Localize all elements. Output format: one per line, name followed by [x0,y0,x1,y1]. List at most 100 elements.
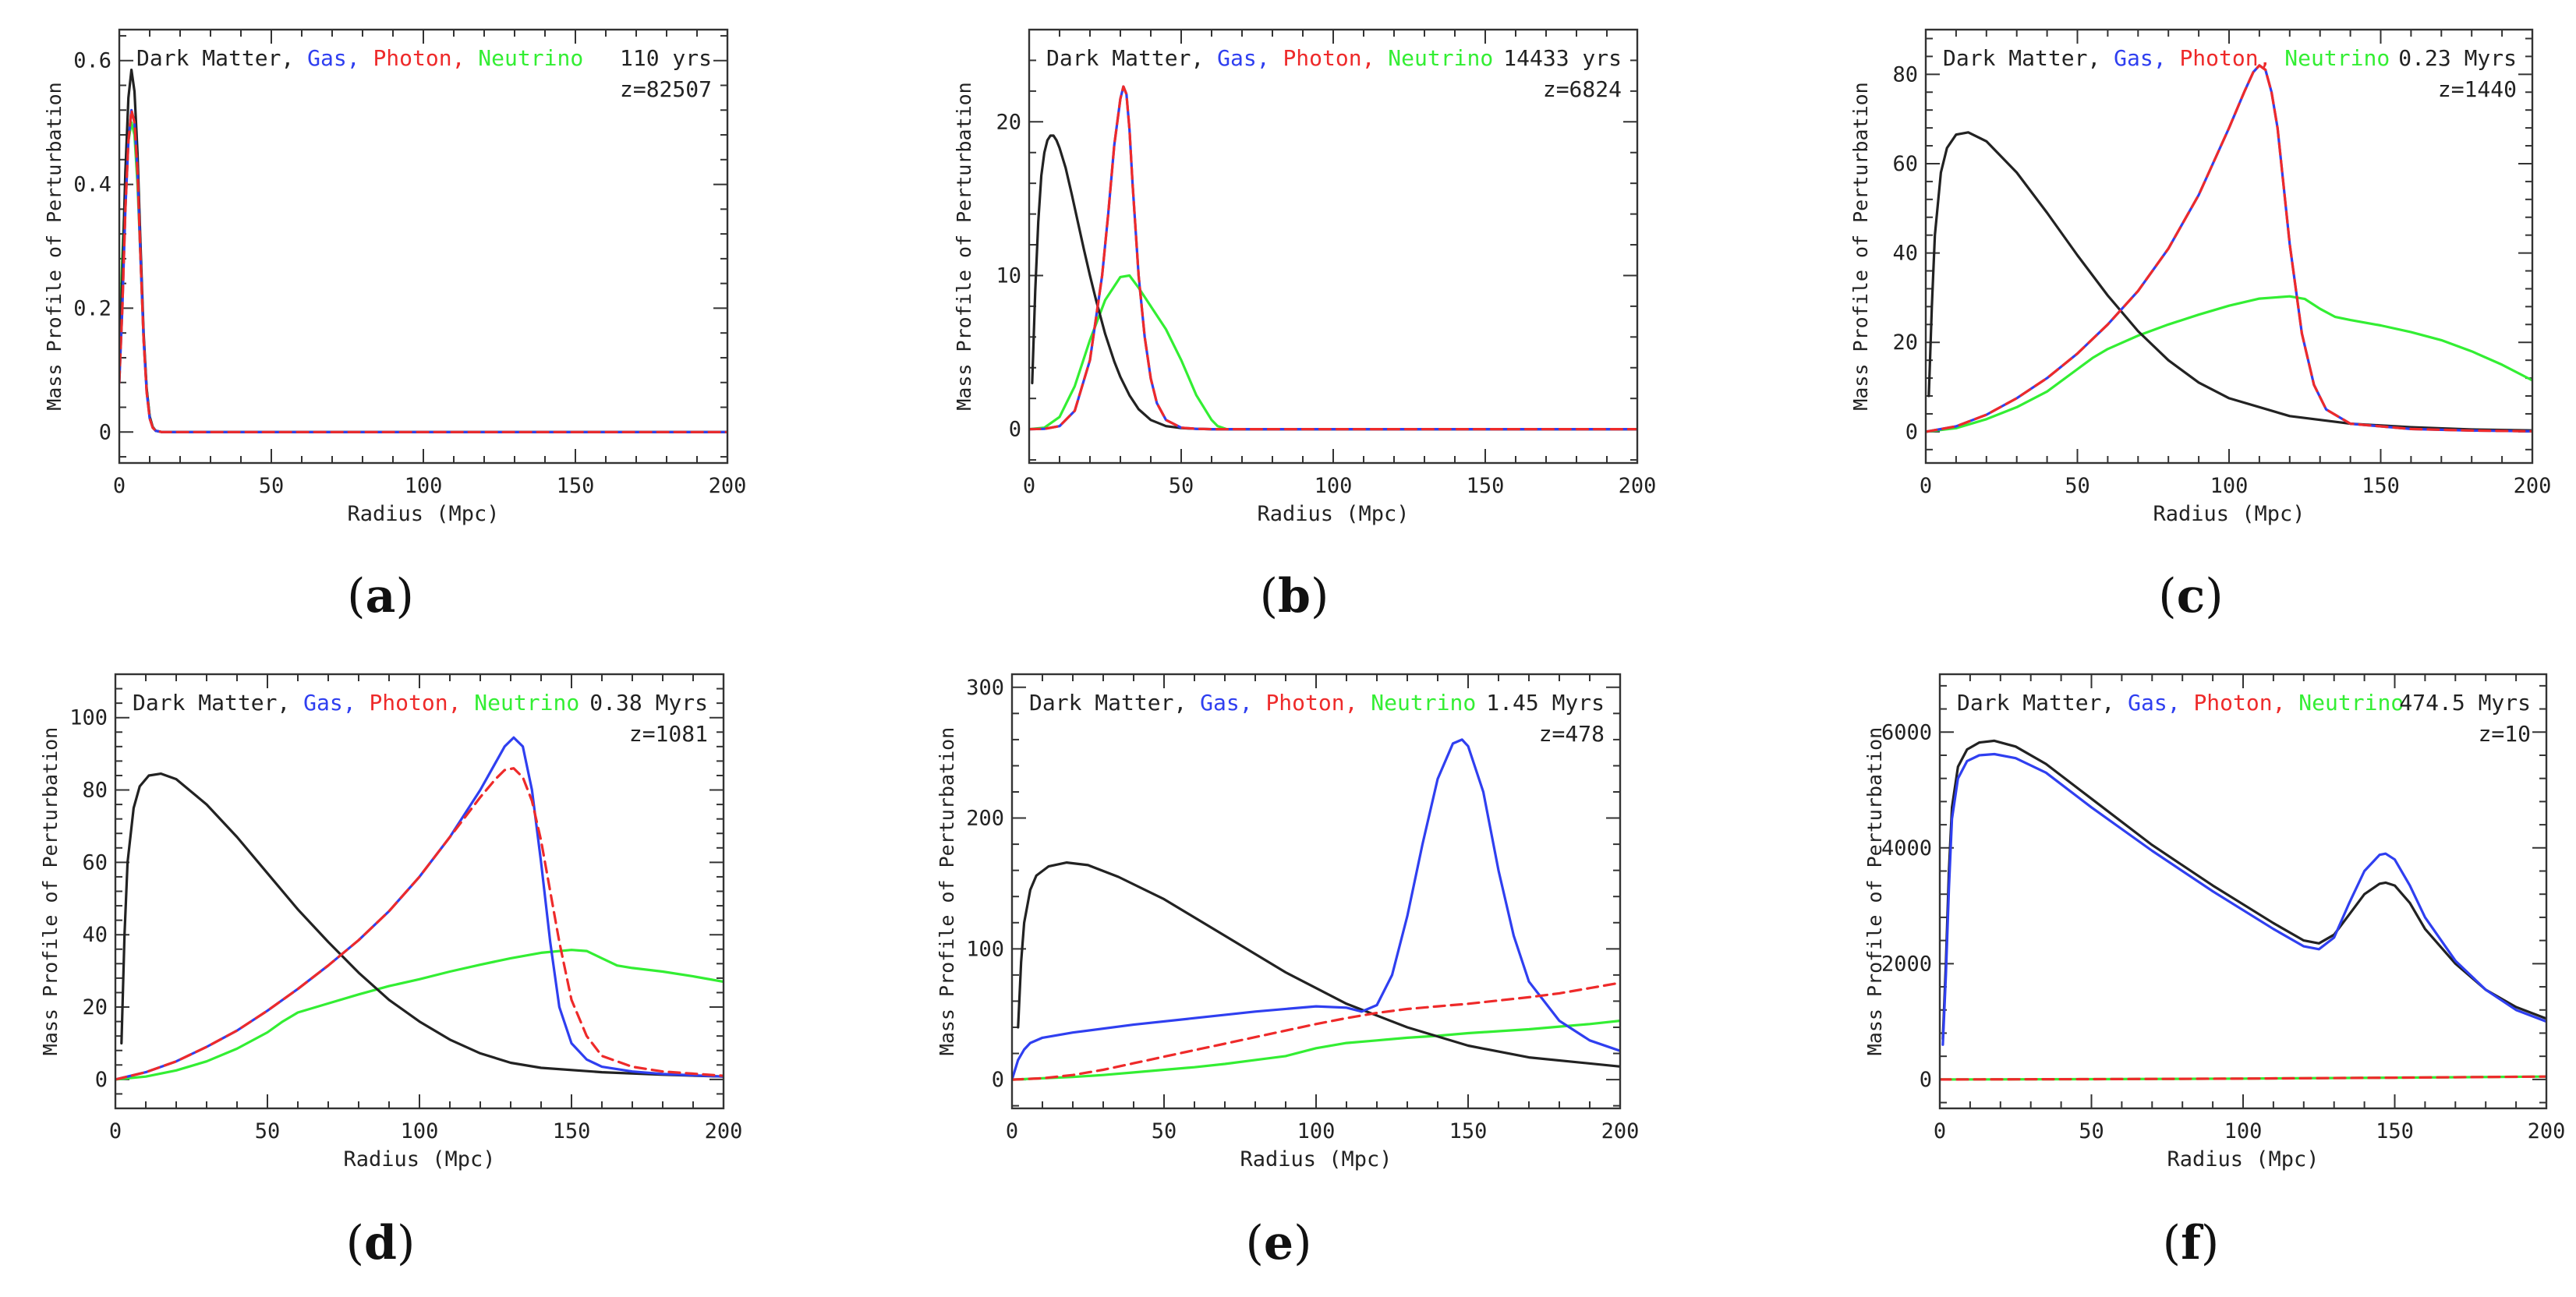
legend-gas: Gas, [290,690,356,716]
y-axis-label: Mass Profile of Perturbation [953,82,975,410]
legend-dark-matter: Dark Matter, [133,690,290,716]
y-tick-label: 2000 [1881,952,1932,976]
y-tick-label: 6000 [1881,720,1932,744]
series-group [119,69,727,433]
redshift-label: z=1440 [2438,76,2517,102]
x-tick-label: 200 [705,1119,743,1143]
series-line-gas [1012,738,1620,1081]
x-axis-label: Radius (Mpc) [347,502,499,526]
y-tick-label: 10 [996,263,1021,288]
x-axis-label: Radius (Mpc) [1240,1147,1392,1172]
panel-b: 0 50 100 150 200 0 10 20 Radius (Mpc) Mass Profil… [953,28,1656,526]
x-tick-label: 100 [405,474,443,498]
plot-frame [114,673,725,1110]
plot-frame [1010,673,1622,1110]
legend-neutrino: Neutrino [1357,690,1476,716]
redshift-label: z=10 [2479,721,2531,747]
y-tick-label: 0.4 [73,173,111,197]
series-line-neutrino [1926,295,2532,433]
panel-label-a: (a) [347,569,414,624]
x-tick-label: 50 [255,1119,281,1143]
legend-gas: Gas, [2114,690,2180,716]
series-line-dark-matter [1017,861,1620,1068]
x-tick-label: 50 [1169,474,1194,498]
series-line-neutrino [1012,1020,1620,1081]
series-line-neutrino [119,121,727,433]
series-line-gas [119,108,727,433]
y-tick-label: 0 [99,420,111,444]
x-tick-label: 0 [1934,1119,1946,1143]
x-tick-label: 150 [1467,474,1505,498]
legend-photon: Photon, [2167,45,2272,71]
x-tick-label: 50 [2079,1119,2104,1143]
y-tick-label: 80 [82,779,108,803]
y-tick-label: 0 [95,1068,108,1092]
series-line-photon [119,108,727,433]
panel-e: 0 50 100 150 200 0 100 200 300 Radius (Mpc) Mass P… [936,673,1640,1172]
y-tick-label: 20 [996,110,1021,134]
series-line-dark-matter [1031,134,1637,431]
time-label: 0.38 Myrs [589,690,708,716]
x-tick-label: 150 [2376,1119,2414,1143]
series-line-gas [1941,752,2546,1046]
x-axis-label: Radius (Mpc) [343,1147,495,1172]
legend-dark-matter: Dark Matter, [1046,45,1204,71]
x-tick-label: 200 [2528,1119,2566,1143]
series-group [1012,738,1620,1081]
y-tick-label: 40 [1892,242,1918,266]
x-tick-label: 50 [2065,474,2090,498]
series-line-dark-matter [119,69,727,433]
time-label: 474.5 Myrs [2399,690,2531,716]
series-line-gas [115,736,724,1081]
redshift-label: z=82507 [620,76,712,102]
y-tick-label: 4000 [1881,836,1932,861]
legend-gas: Gas, [2100,45,2166,71]
x-axis-label: Radius (Mpc) [2153,502,2305,526]
legend: Dark Matter, Gas, Photon, Neutrino [1029,690,1476,716]
x-tick-label: 0 [113,474,126,498]
redshift-label: z=6824 [1543,76,1622,102]
plot-frame [1028,28,1639,465]
panel-c: 0 50 100 150 200 0 20 40 60 80 Radius (Mpc) Mass Pr… [1849,28,2551,526]
x-tick-label: 0 [1006,1119,1018,1143]
y-tick-label: 60 [82,850,108,875]
series-line-photon [1012,981,1620,1081]
time-label: 110 yrs [620,45,712,71]
legend-photon: Photon, [360,45,465,71]
series-line-gas [1926,64,2532,433]
x-tick-label: 50 [1152,1119,1177,1143]
x-tick-label: 100 [401,1119,439,1143]
x-tick-label: 0 [109,1119,122,1143]
legend-neutrino: Neutrino [2271,45,2390,71]
series-line-dark-matter [120,772,724,1078]
legend-neutrino: Neutrino [461,690,579,716]
y-tick-label: 0.2 [73,296,111,320]
time-label: 0.23 Myrs [2398,45,2517,71]
x-tick-label: 200 [1601,1119,1640,1143]
y-axis-label: Mass Profile of Perturbation [1863,727,1886,1055]
plot-frame [118,28,729,465]
legend-dark-matter: Dark Matter, [136,45,294,71]
legend: Dark Matter, Gas, Photon, Neutrino [133,690,579,716]
x-tick-label: 0 [1023,474,1035,498]
legend: Dark Matter, Gas, Photon, Neutrino [1943,45,2390,71]
y-tick-label: 100 [966,937,1004,961]
legend-dark-matter: Dark Matter, [1957,690,2114,716]
y-tick-label: 0 [1905,420,1918,444]
series-line-neutrino [115,949,724,1081]
x-tick-label: 100 [2224,1119,2263,1143]
legend-photon: Photon, [356,690,462,716]
y-tick-label: 40 [82,923,108,947]
y-axis-label: Mass Profile of Perturbation [39,727,62,1055]
series-group [1940,739,2546,1081]
x-tick-label: 50 [259,474,285,498]
panel-a: 0 50 100 150 200 0 0.2 0.4 0.6 Radius (Mpc) Mass P… [43,28,746,526]
x-tick-label: 150 [553,1119,591,1143]
redshift-label: z=1081 [629,721,708,747]
panel-label-e: (e) [1245,1216,1312,1270]
series-line-photon [1029,85,1637,431]
y-axis-label: Mass Profile of Perturbation [936,727,958,1055]
x-tick-label: 100 [2210,474,2249,498]
y-tick-label: 0.6 [73,49,111,73]
